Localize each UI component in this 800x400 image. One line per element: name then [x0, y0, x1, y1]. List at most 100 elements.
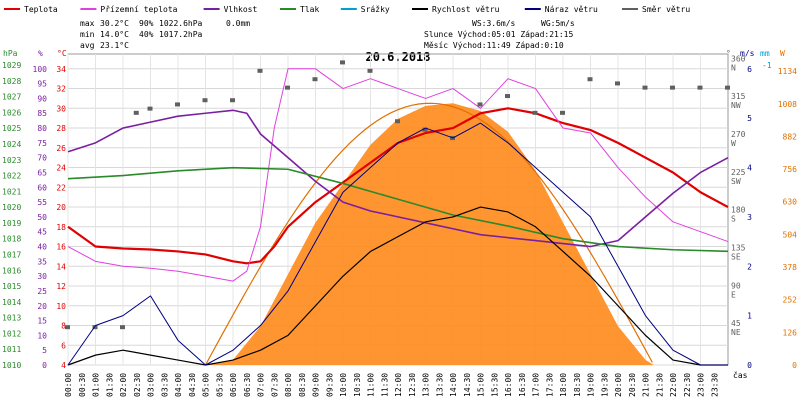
tick-hpa: 1019 — [2, 219, 21, 228]
min-label: min — [80, 30, 95, 39]
tick-deg: 225 — [731, 168, 746, 177]
tick-hpa: 1028 — [2, 77, 21, 86]
tick-hpa: 1026 — [2, 108, 21, 117]
tick-time: 18:00 — [559, 373, 568, 397]
tick-hpa: 1015 — [2, 282, 21, 291]
series-line-3 — [67, 166, 729, 253]
direction-point — [477, 102, 483, 107]
tick-degc: 20 — [56, 203, 66, 212]
tick-dir: NE — [731, 328, 741, 337]
tick-time: 19:00 — [587, 373, 596, 397]
tick-ms: 6 — [747, 65, 752, 74]
chart-legend: Teplota Přízemní teplota Vlhkost Tlak Srážky… — [4, 5, 690, 14]
tick-time: 14:30 — [463, 373, 472, 397]
tick-dir: W — [731, 139, 736, 148]
tick-wm2: 630 — [783, 198, 798, 207]
direction-point — [642, 85, 648, 90]
tick-time: 15:30 — [490, 373, 499, 397]
tick-degc: 6 — [61, 341, 66, 350]
tick-time: 06:30 — [243, 373, 252, 397]
avg-label: avg — [80, 41, 95, 50]
legend-label-press: Tlak — [300, 5, 319, 14]
tick-time: 07:30 — [270, 373, 279, 397]
tick-wm2: 252 — [783, 296, 798, 305]
tick-pct: 40 — [37, 243, 47, 252]
tick-wm2: 756 — [783, 165, 798, 174]
tick-time: 21:00 — [642, 373, 651, 397]
tick-wm2: 504 — [783, 230, 798, 239]
tick-pct: 50 — [37, 213, 47, 222]
tick-dir: SE — [731, 253, 741, 262]
tick-time: 10:00 — [339, 373, 348, 397]
tick-degc: 34 — [56, 65, 66, 74]
tick-deg: 315 — [731, 92, 746, 101]
tick-time: 03:00 — [147, 373, 156, 397]
direction-point — [133, 110, 139, 115]
direction-point — [670, 85, 675, 90]
max-rain: 0.0mm — [226, 19, 250, 28]
tick-time: 18:30 — [573, 373, 582, 397]
direction-point — [312, 77, 318, 82]
tick-hpa: 1020 — [2, 203, 21, 212]
tick-ms: 3 — [747, 213, 752, 222]
wg-value: WG:5m/s — [541, 19, 575, 28]
direction-point — [505, 94, 510, 99]
tick-degc: 26 — [56, 144, 66, 153]
tick-hpa: 1018 — [2, 235, 21, 244]
tick-time: 22:30 — [683, 373, 692, 397]
tick-dir: E — [731, 290, 736, 299]
tick-time: 08:00 — [284, 373, 293, 397]
tick-time: 04:00 — [174, 373, 183, 397]
tick-wm2: 0 — [792, 361, 797, 370]
tick-pct: 0 — [42, 361, 47, 370]
tick-pct: 70 — [37, 154, 47, 163]
tick-degc: 22 — [56, 183, 66, 192]
avg-temp: 23.1°C — [100, 41, 129, 50]
tick-hpa: 1024 — [2, 140, 21, 149]
tick-degc: 30 — [56, 104, 66, 113]
tick-time: 07:00 — [257, 373, 266, 397]
legend-label-gust: Náraz větru — [545, 5, 598, 14]
tick-time: 05:00 — [202, 373, 211, 397]
direction-point — [532, 110, 538, 115]
direction-point — [560, 110, 565, 115]
tick-time: 23:00 — [697, 373, 706, 397]
tick-time: 21:30 — [655, 373, 664, 397]
direction-point — [65, 325, 70, 330]
legend-label-hum: Vlhkost — [224, 5, 258, 14]
tick-time: 15:00 — [477, 373, 486, 397]
tick-pct: 85 — [37, 109, 47, 118]
tick-degc: 14 — [56, 262, 66, 271]
tick-time: 20:30 — [628, 373, 637, 397]
direction-point — [120, 325, 125, 330]
tick-time: 09:00 — [312, 373, 321, 397]
tick-ms: 2 — [747, 262, 752, 271]
tick-degc: 24 — [56, 164, 66, 173]
direction-point — [92, 325, 98, 330]
direction-point — [285, 85, 290, 90]
legend-label-temp: Teplota — [24, 5, 58, 14]
tick-deg: 90 — [731, 281, 741, 290]
tick-time: 17:00 — [532, 373, 541, 397]
tick-pct: 10 — [37, 331, 47, 340]
tick-hpa: 1017 — [2, 250, 21, 259]
tick-time: 08:30 — [298, 373, 307, 397]
tick-dir: SW — [731, 177, 741, 186]
tick-time: 11:30 — [380, 373, 389, 397]
tick-hpa: 1022 — [2, 172, 21, 181]
tick-hpa: 1021 — [2, 187, 21, 196]
tick-time: 03:30 — [160, 373, 169, 397]
legend-label-dir: Směr větru — [642, 5, 690, 14]
direction-point — [615, 81, 620, 86]
direction-point — [395, 119, 400, 124]
tick-time: 00:30 — [78, 373, 87, 397]
tick-time: 02:00 — [119, 373, 128, 397]
tick-deg: 135 — [731, 244, 746, 253]
tick-time: 04:30 — [188, 373, 197, 397]
tick-pct: 30 — [37, 272, 47, 281]
unit-mm: mm — [760, 49, 770, 58]
tick-pct: 55 — [37, 198, 47, 207]
tick-hpa: 1013 — [2, 314, 21, 323]
unit-wm2: W — [780, 49, 785, 58]
